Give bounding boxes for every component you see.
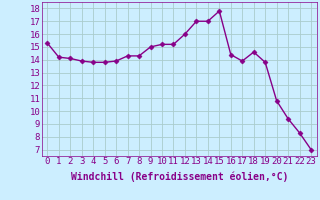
X-axis label: Windchill (Refroidissement éolien,°C): Windchill (Refroidissement éolien,°C): [70, 172, 288, 182]
